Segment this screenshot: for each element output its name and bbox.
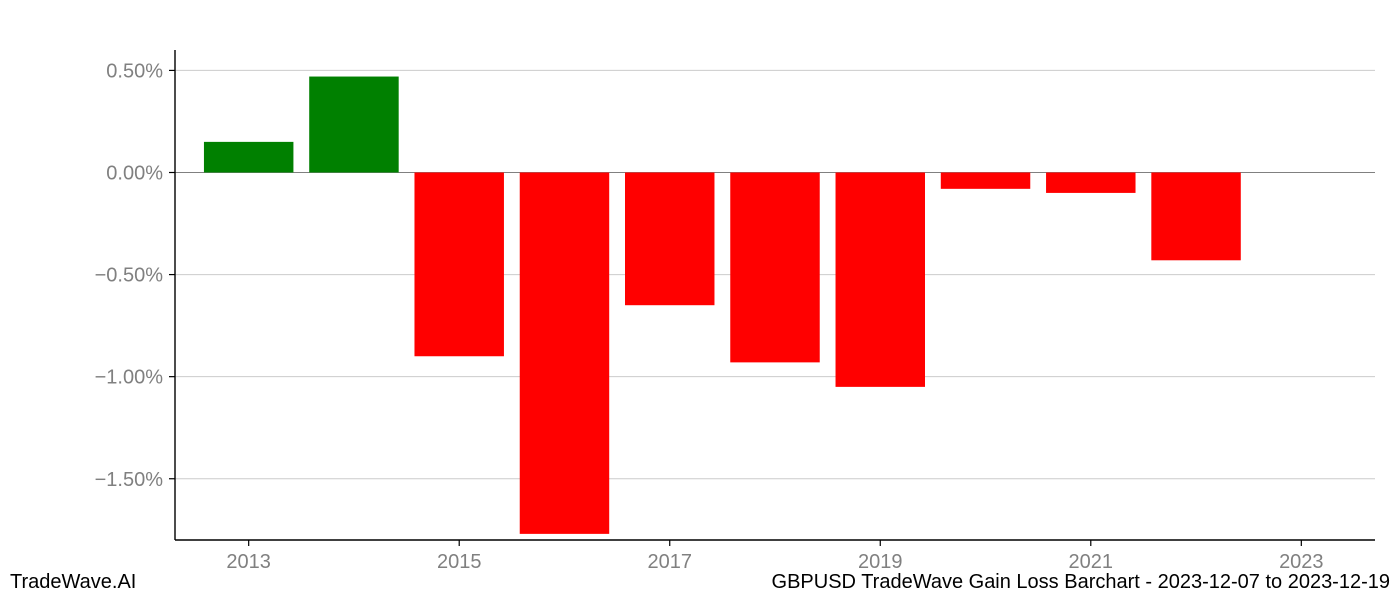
bar: [309, 77, 398, 173]
y-tick-label: 0.00%: [106, 163, 163, 185]
y-tick-label: 0.50%: [106, 60, 163, 82]
bar: [730, 173, 819, 363]
x-tick-label: 2021: [1069, 551, 1114, 573]
bar: [520, 173, 609, 534]
bar: [836, 173, 925, 387]
bar: [625, 173, 714, 306]
y-tick-label: −0.50%: [95, 265, 164, 287]
x-tick-label: 2015: [437, 551, 482, 573]
bar: [1151, 173, 1240, 261]
bar: [204, 142, 293, 173]
x-tick-label: 2023: [1279, 551, 1324, 573]
x-tick-label: 2013: [226, 551, 271, 573]
footer-brand: TradeWave.AI: [10, 571, 136, 594]
x-tick-label: 2019: [858, 551, 903, 573]
chart-container: 0.50% 0.00% −0.50% −1.00% −1.50% 2013 2015 2017…: [0, 0, 1400, 600]
bar: [1046, 173, 1135, 193]
bar: [941, 173, 1030, 189]
bar: [414, 173, 503, 357]
y-tick-label: −1.00%: [95, 367, 164, 389]
x-tick-label: 2017: [647, 551, 692, 573]
bar-chart: 0.50% 0.00% −0.50% −1.00% −1.50% 2013 2015 2017…: [0, 0, 1400, 600]
y-tick-label: −1.50%: [95, 469, 164, 491]
footer-caption: GBPUSD TradeWave Gain Loss Barchart - 20…: [772, 571, 1390, 594]
